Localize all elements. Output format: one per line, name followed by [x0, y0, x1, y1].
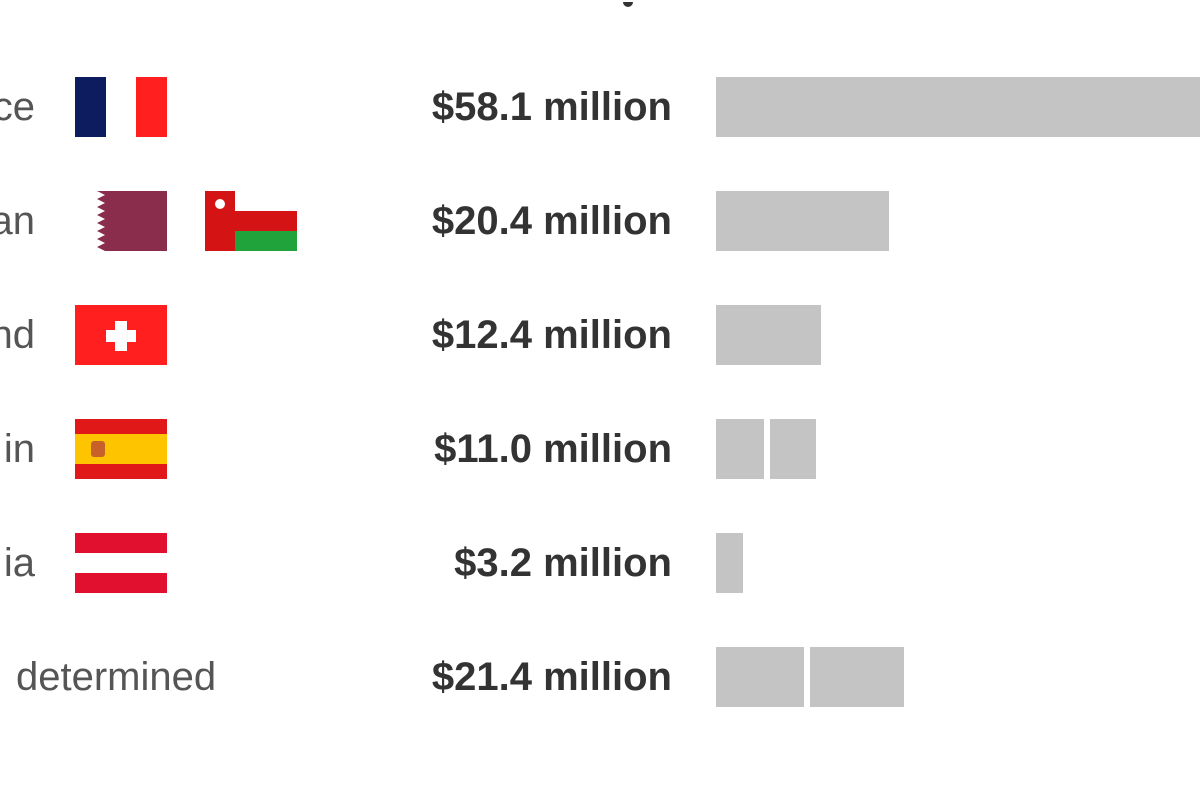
france-flag [75, 77, 167, 137]
spain-flag [75, 419, 167, 479]
bar-row-spain: in $11.0 million [0, 419, 1200, 479]
value-label: $58.1 million [431, 85, 672, 129]
bar-segment [810, 647, 904, 707]
value-label: $21.4 million [431, 655, 672, 699]
bar-row-france: ce $58.1 million [0, 77, 1200, 137]
bar-segment [716, 647, 804, 707]
country-label: determined [16, 655, 217, 699]
cropped-title-fragment [0, 0, 1200, 12]
austria-flag [75, 533, 167, 593]
bar-row-qatar-oman: an $20.4 million [0, 191, 1200, 251]
value-label: $11.0 million [434, 427, 672, 471]
bar-segment [716, 191, 889, 251]
bar-row-switzerland: nd $12.4 million [0, 305, 1200, 365]
qatar-flag [75, 191, 167, 251]
country-label: in [3, 427, 35, 471]
switzerland-flag [75, 305, 167, 365]
country-label: ia [3, 541, 35, 585]
oman-flag [205, 191, 297, 251]
value-label: $20.4 million [431, 199, 672, 243]
value-label: $12.4 million [431, 313, 672, 357]
bar-row-austria: ia $3.2 million [0, 533, 1200, 593]
bar-segment [716, 77, 1200, 137]
country-label: an [0, 199, 35, 243]
value-label: $3.2 million [454, 541, 672, 585]
country-label: nd [0, 313, 35, 357]
bar-segment [716, 533, 743, 593]
bar-segment [716, 419, 764, 479]
bar-row-undetermined: determined $21.4 million [0, 647, 1200, 707]
bar-segment [716, 305, 821, 365]
country-label: ce [0, 85, 35, 129]
bar-segment [770, 419, 816, 479]
